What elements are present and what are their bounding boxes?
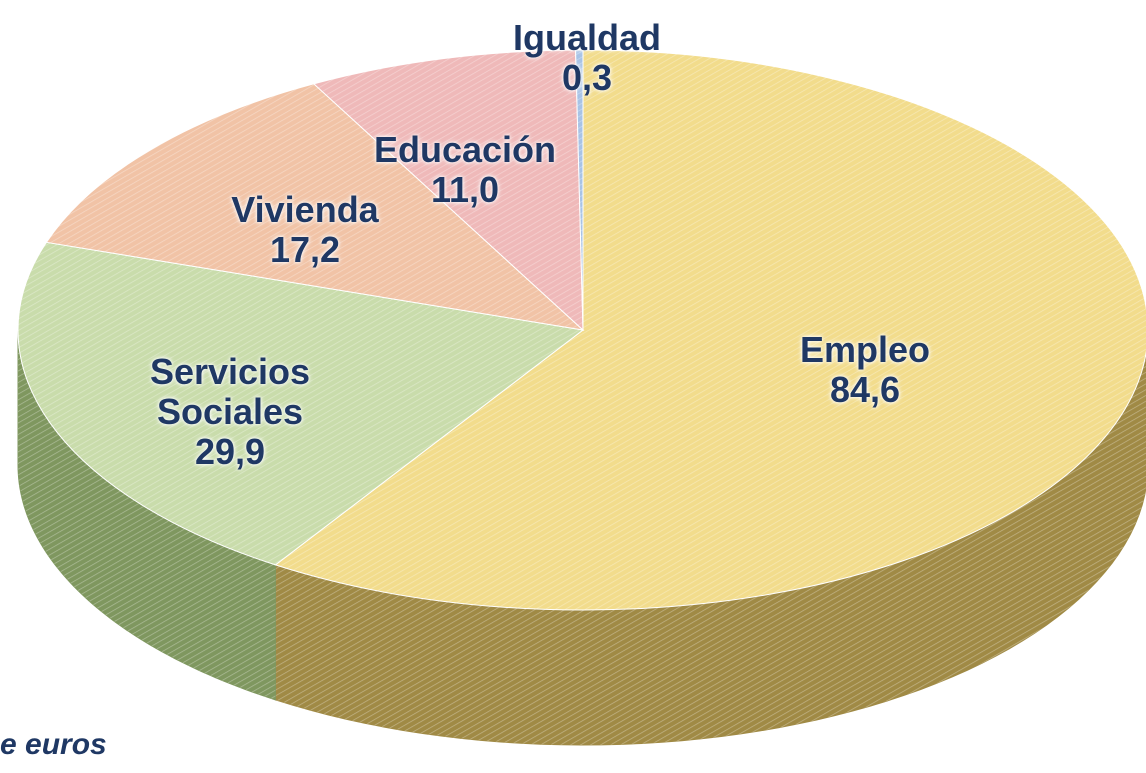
- category-name: Vivienda: [231, 189, 379, 230]
- value-label: 84,6: [829, 369, 901, 410]
- value-label: 17,2: [269, 229, 341, 270]
- value-label: 0,3: [561, 57, 613, 98]
- category-name: Igualdad: [512, 17, 662, 58]
- slice-side-hatch: [18, 330, 276, 700]
- value-label: 11,0: [430, 169, 500, 210]
- slice-label: Igualdad 0,3: [513, 18, 661, 98]
- slice-side-hatch: [275, 353, 1146, 745]
- slice-hatch: [46, 83, 583, 330]
- slice-label: Empleo 84,6: [800, 330, 930, 410]
- unit-note: e euros: [0, 728, 107, 761]
- slice-hatch: [313, 50, 583, 331]
- category-name: Educación: [373, 129, 557, 170]
- slice-label: Servicios Sociales 29,9: [110, 352, 350, 472]
- slice-label: Educación 11,0: [374, 130, 556, 210]
- slice-label: Vivienda 17,2: [231, 190, 378, 270]
- category-name: Servicios Sociales: [149, 351, 311, 432]
- category-name: Empleo: [799, 329, 931, 370]
- value-label: 29,9: [194, 431, 266, 472]
- slice-hatch: [275, 50, 1146, 610]
- slice-hatch: [575, 50, 583, 330]
- slice-hatch: [17, 242, 583, 565]
